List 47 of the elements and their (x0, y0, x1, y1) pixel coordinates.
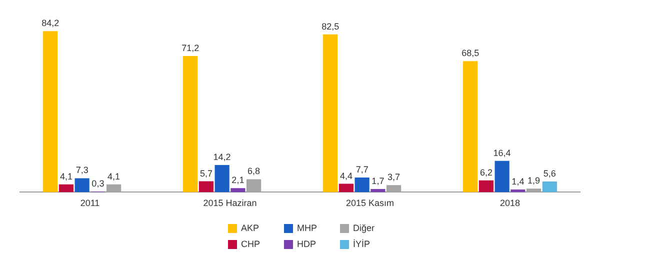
data-label: 68,5 (462, 48, 480, 58)
data-label: 7,7 (356, 164, 368, 174)
data-label: 5,7 (200, 168, 212, 178)
data-label: 3,7 (388, 172, 400, 182)
x-tick-label: 2015 Kasım (346, 198, 394, 208)
data-label: 5,6 (543, 168, 556, 178)
bar (542, 181, 557, 192)
bar (230, 188, 246, 192)
bar (463, 61, 478, 192)
legend-label: MHP (297, 223, 317, 233)
legend-label: HDP (297, 239, 316, 249)
bar (183, 56, 198, 192)
bar (494, 160, 510, 192)
bar (354, 177, 370, 192)
data-label: 4,1 (60, 171, 72, 182)
data-label: 4,4 (340, 170, 352, 181)
x-tick-label: 2011 (80, 198, 100, 208)
data-label: 1,7 (372, 176, 384, 186)
x-tick-label: 2015 Haziran (203, 198, 257, 208)
bar (338, 184, 354, 192)
x-tick-label: 2018 (500, 198, 520, 208)
data-label: 84,2 (42, 18, 60, 28)
data-label: 7,3 (76, 165, 88, 176)
legend-label: İYİP (353, 239, 370, 249)
data-label: 2,1 (232, 175, 244, 186)
bar (214, 165, 230, 192)
data-label: 6,8 (248, 166, 260, 176)
data-label: 71,2 (182, 42, 200, 53)
bar (510, 190, 526, 192)
legend-label: AKP (241, 223, 260, 233)
bar (43, 31, 58, 192)
data-label: 82,5 (322, 21, 340, 32)
bar (478, 180, 494, 192)
bar (323, 34, 338, 192)
data-label: 6,2 (480, 167, 492, 178)
bar (198, 181, 214, 192)
data-label: 4,1 (108, 171, 120, 182)
data-label: 16,4 (493, 148, 511, 158)
bar (370, 188, 386, 192)
data-label: 1,9 (528, 176, 540, 186)
data-label: 1,4 (512, 176, 524, 187)
legend-label: CHP (241, 239, 260, 249)
data-label: 14,2 (213, 152, 231, 162)
legend-label: Diğer (353, 223, 375, 233)
bar (58, 184, 74, 192)
bar (74, 178, 90, 192)
data-label: 0,3 (92, 178, 104, 189)
